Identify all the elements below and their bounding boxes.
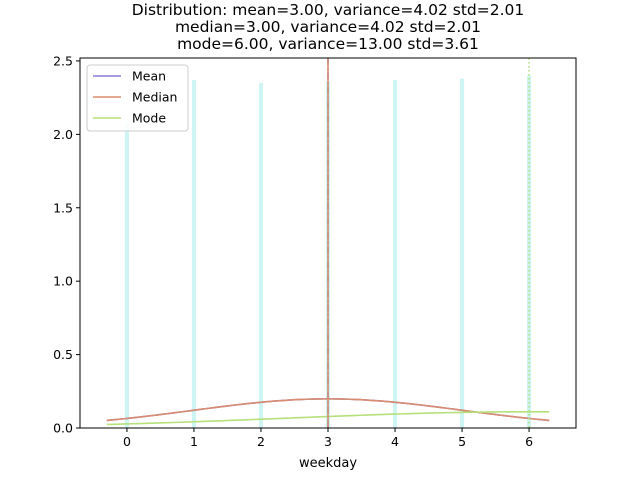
x-axis-ticks: 0 1 2 3 4 5 6 — [123, 428, 533, 449]
y-tick-label: 1.5 — [53, 200, 73, 215]
x-axis-label: weekday — [299, 456, 357, 471]
y-tick-label: 1.0 — [53, 274, 73, 289]
y-tick-label: 0.5 — [53, 347, 73, 362]
x-tick-label: 0 — [123, 434, 131, 449]
histogram-bar — [258, 82, 263, 428]
histogram-bar — [124, 122, 129, 428]
y-tick-label: 0.0 — [53, 421, 73, 436]
x-tick-label: 1 — [190, 434, 198, 449]
x-tick-label: 2 — [257, 434, 265, 449]
legend-box — [86, 64, 189, 132]
x-tick-label: 6 — [525, 434, 533, 449]
histogram-bar — [527, 75, 532, 428]
y-tick-label: 2.0 — [53, 127, 73, 142]
title-line-3: mode=6.00, variance=13.00 std=3.61 — [177, 35, 479, 53]
chart-title: Distribution: mean=3.00, variance=4.02 s… — [132, 1, 525, 53]
x-tick-label: 3 — [324, 434, 332, 449]
title-line-2: median=3.00, variance=4.02 std=2.01 — [175, 18, 481, 36]
histogram-bar — [460, 78, 465, 429]
title-line-1: Distribution: mean=3.00, variance=4.02 s… — [132, 1, 525, 19]
histogram-bar — [393, 80, 398, 429]
x-tick-label: 5 — [458, 434, 466, 449]
legend-label: Mean — [132, 69, 166, 84]
legend-label: Median — [132, 90, 177, 105]
x-tick-label: 4 — [391, 434, 399, 449]
y-axis-ticks: 0.0 0.5 1.0 1.5 2.0 2.5 — [53, 53, 80, 436]
y-tick-label: 2.5 — [53, 53, 73, 68]
histogram-bar — [191, 80, 196, 429]
legend: Mean Median Mode — [86, 64, 189, 132]
legend-label: Mode — [132, 111, 166, 126]
statistic-lines — [327, 58, 530, 428]
